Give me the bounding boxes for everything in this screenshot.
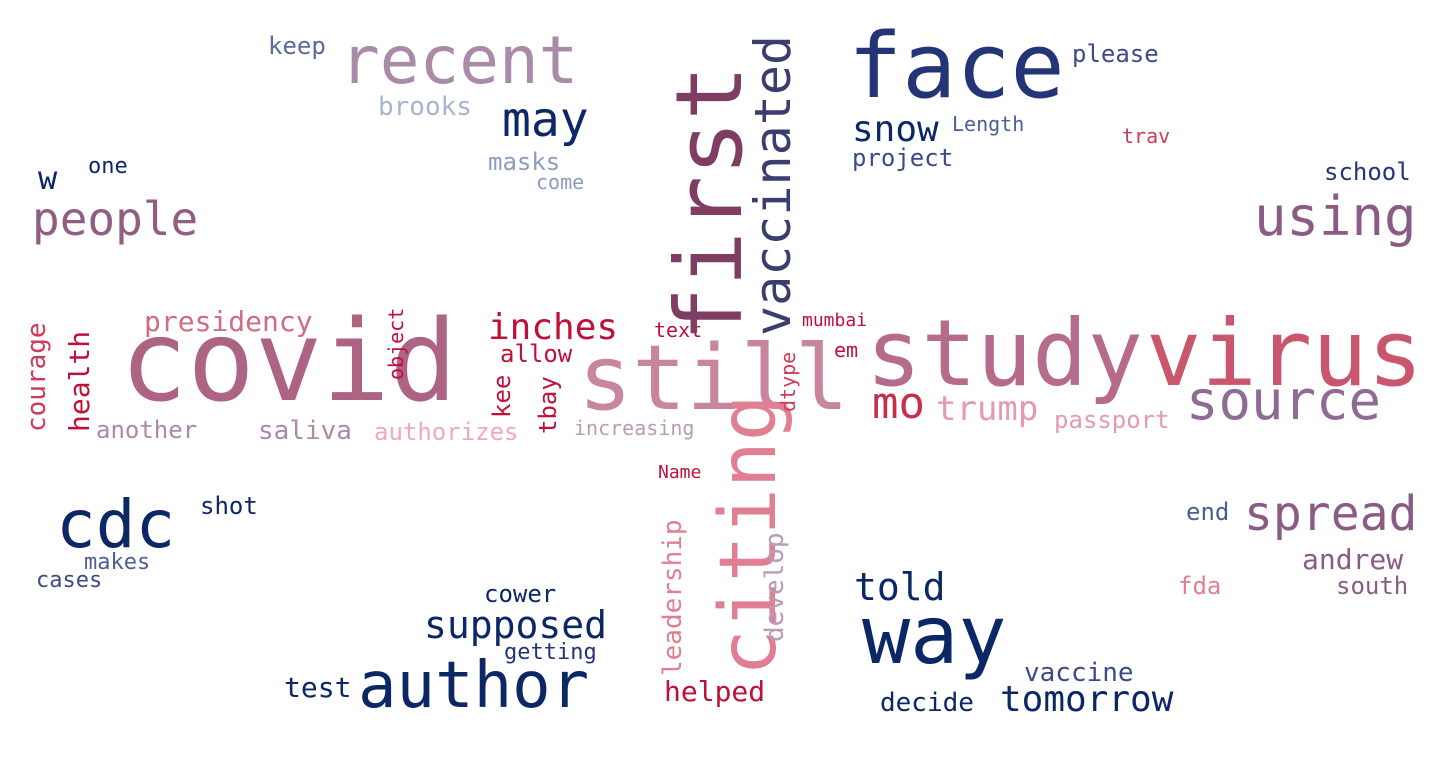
word-dtype: dtype — [776, 351, 800, 412]
word-snow: snow — [852, 109, 939, 150]
word-may: may — [502, 92, 589, 148]
word-come: come — [536, 170, 585, 194]
word-way: way — [862, 589, 1007, 682]
word-school: school — [1324, 158, 1411, 186]
word-told: told — [854, 565, 946, 609]
word-vaccinated: vaccinated — [744, 34, 802, 336]
word-face: face — [848, 14, 1065, 119]
word-inches: inches — [488, 307, 619, 348]
word-trump: trump — [936, 389, 1039, 429]
word-please: please — [1072, 40, 1159, 68]
word-increasing: increasing — [574, 416, 695, 440]
word-first: first — [656, 65, 763, 342]
word-kee: kee — [488, 374, 516, 418]
word-tbay: tbay — [534, 376, 562, 434]
word-w: w — [38, 159, 58, 197]
word-length: Length — [952, 112, 1025, 136]
word-source: source — [1186, 369, 1382, 432]
word-covid: covid — [120, 297, 458, 427]
word-spread: spread — [1244, 486, 1418, 542]
word-mo: mo — [872, 378, 925, 429]
word-one: one — [88, 154, 128, 179]
word-virus: virus — [1146, 300, 1423, 407]
word-cower: cower — [484, 580, 557, 608]
word-author: author — [358, 649, 590, 723]
word-helped: helped — [664, 675, 766, 708]
word-cdc: cdc — [56, 486, 176, 563]
word-supposed: supposed — [424, 603, 608, 647]
word-saliva: saliva — [258, 416, 352, 446]
word-presidency: presidency — [144, 305, 313, 338]
word-makes: makes — [84, 550, 151, 575]
word-brooks: brooks — [378, 92, 472, 122]
word-allow: allow — [500, 340, 573, 368]
word-test: test — [284, 671, 352, 704]
word-masks: masks — [488, 148, 561, 176]
word-health: health — [63, 330, 96, 432]
word-passport: passport — [1054, 406, 1170, 434]
word-authorizes: authorizes — [374, 418, 519, 446]
word-using: using — [1254, 185, 1417, 248]
word-mumbai: mumbai — [802, 310, 868, 331]
word-end: end — [1186, 498, 1230, 526]
word-courage: courage — [22, 322, 52, 432]
word-vaccine: vaccine — [1024, 658, 1134, 688]
word-andrew: andrew — [1302, 543, 1404, 576]
word-shot: shot — [200, 492, 258, 520]
word-fda: fda — [1178, 572, 1222, 600]
word-text: text — [654, 318, 703, 342]
word-recent: recent — [340, 22, 579, 99]
word-keep: keep — [268, 32, 326, 60]
word-trav: trav — [1122, 124, 1171, 148]
word-em: em — [834, 338, 859, 362]
word-cases: cases — [36, 568, 103, 593]
word-another: another — [96, 416, 198, 444]
word-decide: decide — [880, 688, 974, 718]
word-project: project — [852, 144, 954, 172]
word-tomorrow: tomorrow — [1000, 679, 1174, 720]
word-develop: develop — [760, 532, 790, 642]
word-still: still — [578, 326, 849, 431]
word-getting: getting — [504, 640, 597, 665]
word-name: Name — [658, 462, 702, 483]
word-people: people — [32, 192, 199, 246]
word-leadership: leadership — [658, 519, 688, 676]
word-study: study — [866, 300, 1143, 407]
word-pune: object — [384, 307, 408, 380]
word-south: south — [1336, 572, 1409, 600]
